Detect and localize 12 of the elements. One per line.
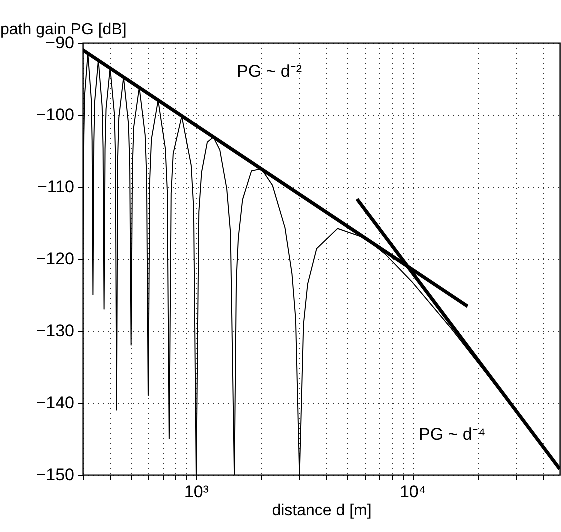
y-tick-label: −110 xyxy=(37,178,74,196)
y-tick-label: −100 xyxy=(36,106,74,124)
y-tick-label: −120 xyxy=(36,250,74,268)
annotation: PG ~ d⁻² xyxy=(237,62,302,81)
y-tick-label: −150 xyxy=(36,466,74,484)
x-tick-label: 10⁴ xyxy=(400,482,426,502)
x-axis-title: distance d [m] xyxy=(272,502,372,520)
x-tick-label: 10³ xyxy=(184,482,210,502)
y-tick-label: −90 xyxy=(46,34,74,52)
y-tick-label: −140 xyxy=(36,394,74,412)
y-tick-label: −130 xyxy=(36,322,74,340)
annotation: PG ~ d⁻⁴ xyxy=(419,425,486,444)
